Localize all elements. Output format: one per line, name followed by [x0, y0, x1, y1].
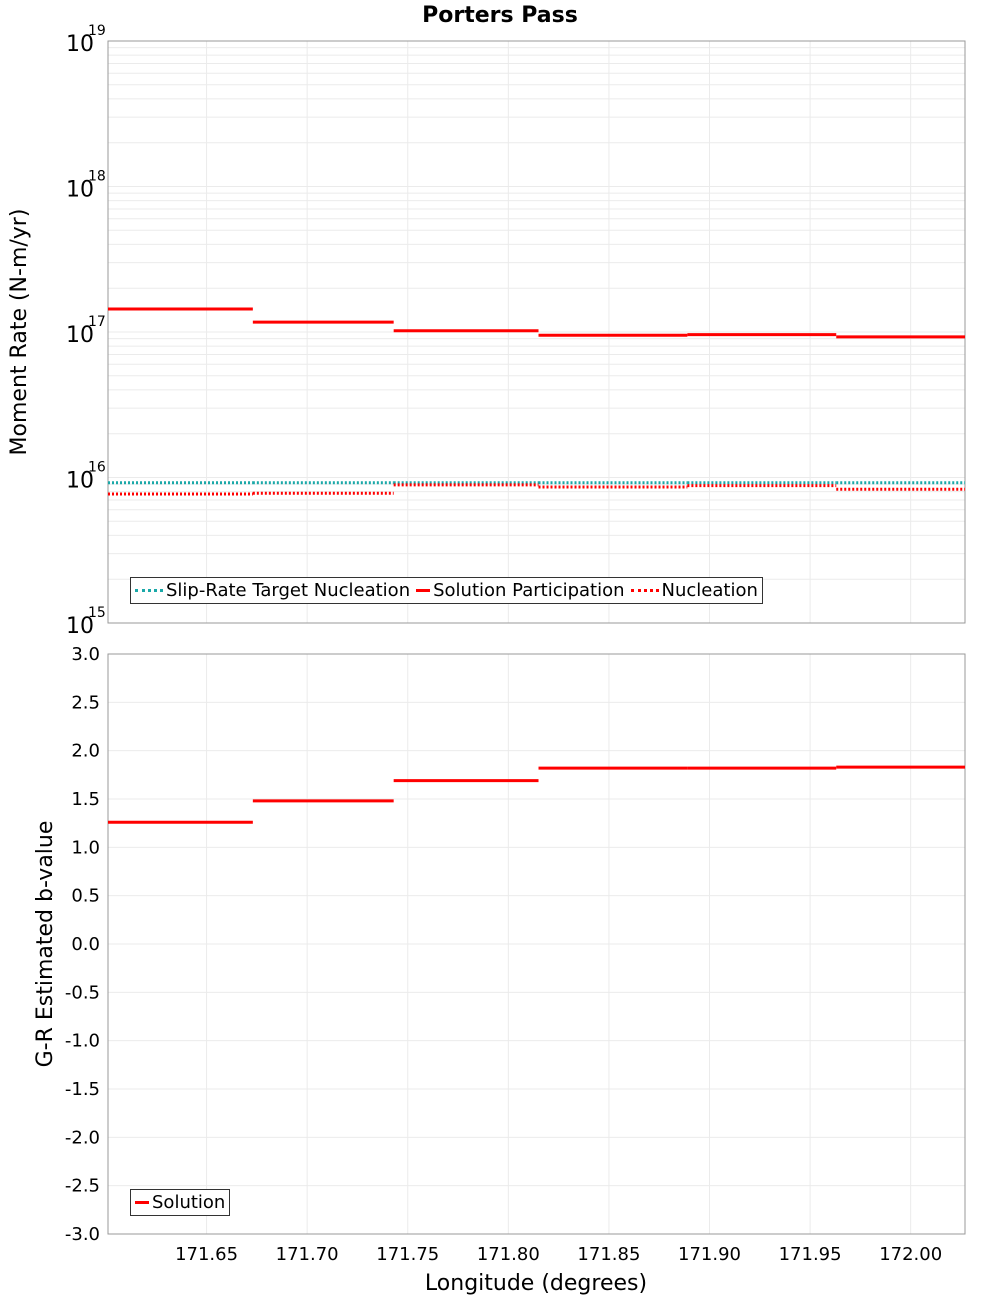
x-tick-label: 171.70 [276, 1244, 339, 1265]
legend-bottom: Solution [130, 1189, 231, 1216]
legend-swatch [630, 589, 659, 592]
x-axis-label: Longitude (degrees) [425, 1271, 647, 1296]
y-tick-label: -1.5 [65, 1079, 100, 1100]
x-tick-label: 171.95 [779, 1244, 842, 1265]
y-axis-label-bottom: G-R Estimated b-value [33, 821, 58, 1068]
x-tick-label: 171.65 [175, 1244, 238, 1265]
y-tick-label: 0.0 [71, 934, 100, 955]
legend-label: Solution Participation [433, 580, 625, 601]
chart-title: Porters Pass [422, 3, 578, 28]
x-tick-label: 171.80 [477, 1244, 540, 1265]
y-tick-label-exp: 17 [88, 314, 106, 330]
y-tick-label-exp: 15 [88, 605, 106, 621]
y-tick-label: -1.0 [65, 1031, 100, 1052]
y-tick-label: 2.0 [71, 741, 100, 762]
plot-frame-bottom [107, 653, 966, 1235]
x-tick-label: 171.75 [376, 1244, 439, 1265]
x-tick-label: 171.85 [577, 1244, 640, 1265]
y-tick-label-exp: 19 [88, 23, 106, 39]
legend-item: Nucleation [630, 580, 758, 601]
y-tick-label: -3.0 [65, 1224, 100, 1245]
y-tick-label: -2.0 [65, 1127, 100, 1148]
y-tick-label: -0.5 [65, 982, 100, 1003]
y-axis-label-top: Moment Rate (N-m/yr) [7, 209, 32, 456]
legend-swatch [135, 589, 163, 592]
legend-item: Slip-Rate Target Nucleation [135, 580, 410, 601]
y-tick-label-exp: 18 [88, 169, 106, 185]
y-tick-label-base: 10 [66, 469, 94, 494]
y-tick-label: 2.5 [71, 692, 100, 713]
legend-label: Solution [152, 1192, 226, 1213]
legend-item: Solution [135, 1192, 225, 1213]
y-tick-label-base: 10 [66, 32, 94, 57]
y-tick-label-base: 10 [66, 614, 94, 639]
y-tick-label-base: 10 [66, 323, 94, 348]
y-tick-label: 3.0 [71, 644, 100, 665]
legend-top: Slip-Rate Target Nucleation Solution Part… [130, 577, 763, 604]
legend-label: Nucleation [661, 580, 758, 601]
y-tick-label: 0.5 [71, 886, 100, 907]
legend-swatch [135, 1201, 149, 1204]
plot-frame-top [107, 40, 966, 624]
legend-swatch [416, 589, 431, 592]
y-tick-label-exp: 16 [88, 460, 106, 476]
x-tick-label: 171.90 [678, 1244, 741, 1265]
x-tick-label: 172.00 [879, 1244, 942, 1265]
y-tick-label-base: 10 [66, 178, 94, 203]
y-tick-label: 1.0 [71, 837, 100, 858]
y-tick-label: -2.5 [65, 1176, 100, 1197]
y-tick-label: 1.5 [71, 789, 100, 810]
legend-item: Solution Participation [416, 580, 625, 601]
legend-label: Slip-Rate Target Nucleation [166, 580, 411, 601]
